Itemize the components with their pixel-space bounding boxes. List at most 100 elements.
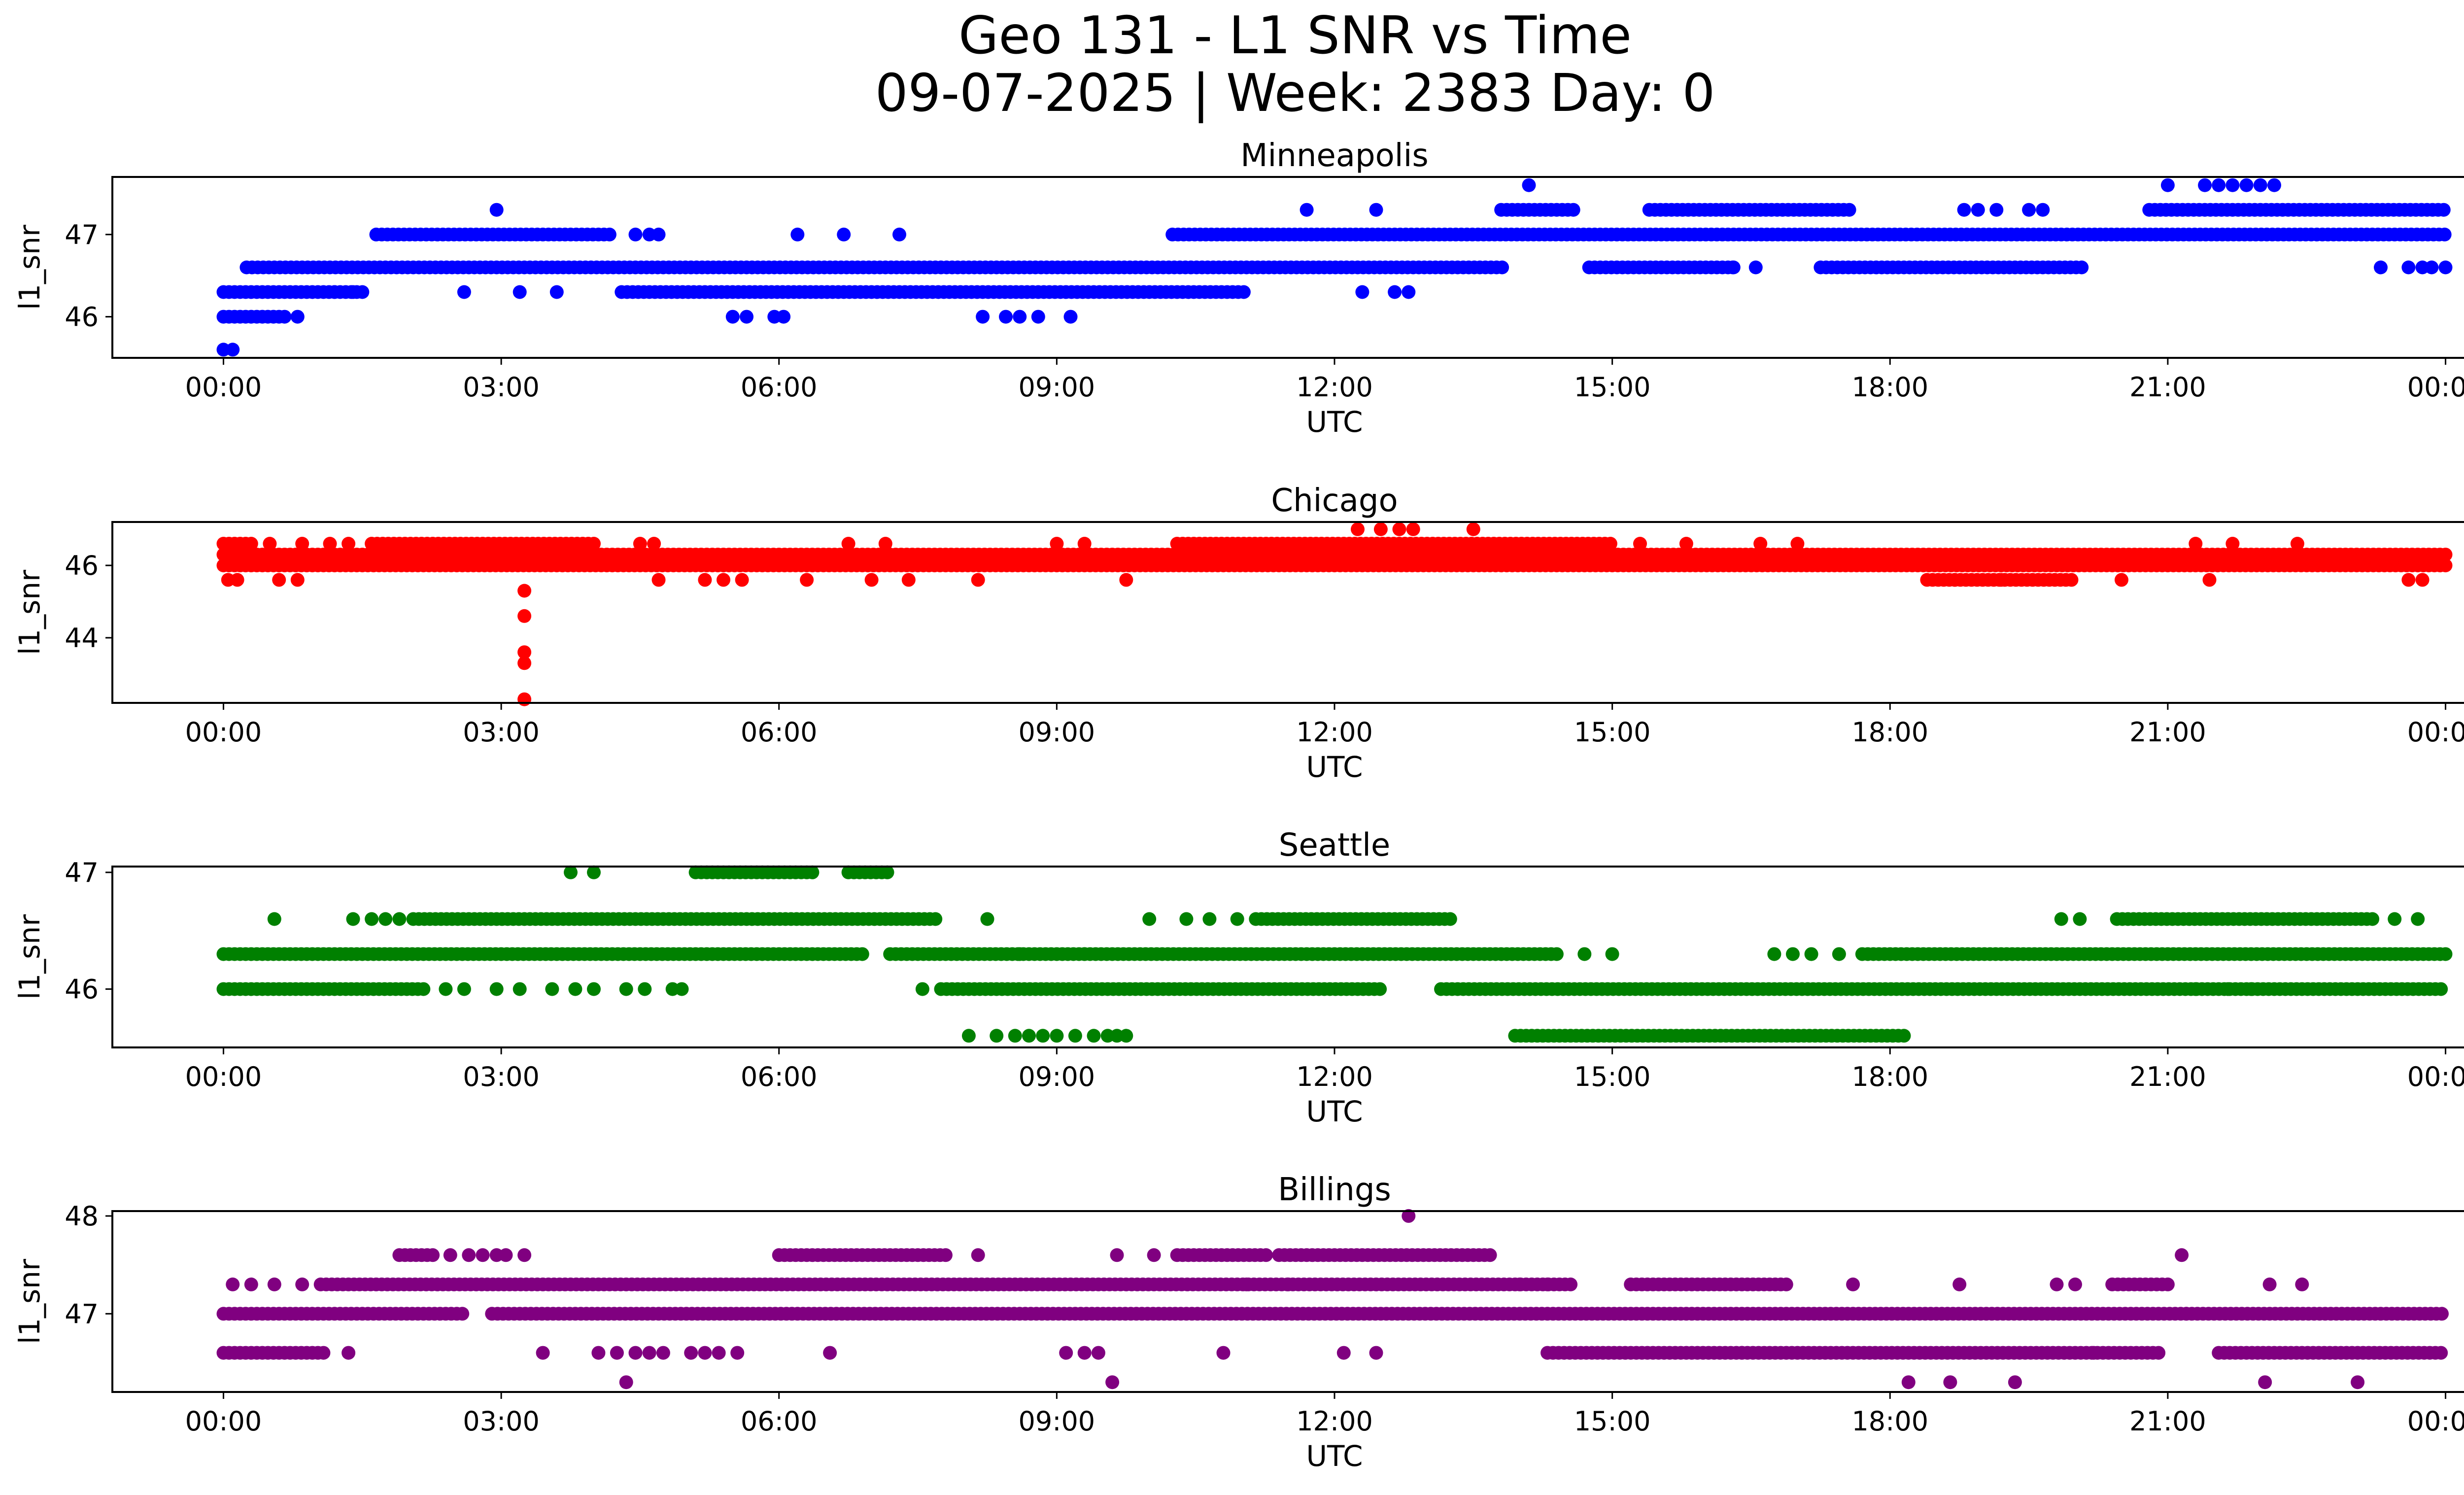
x-tick-label: 21:00 — [2129, 717, 2206, 748]
data-point — [2434, 1346, 2448, 1360]
data-point — [740, 310, 753, 324]
chicago-series — [216, 522, 2453, 706]
data-point — [323, 537, 337, 551]
x-tick-label: 18:00 — [1851, 1061, 1928, 1092]
subplot-panels: Minneapolis 00:00 03:00 06:00 09:00 12:00 15:0… — [13, 138, 2464, 1473]
chicago-x-axis-label: UTC — [1306, 750, 1363, 784]
data-point — [730, 1346, 745, 1360]
data-point — [642, 1346, 656, 1360]
data-point — [1402, 285, 1416, 299]
data-point — [1495, 260, 1509, 275]
data-point — [1355, 285, 1369, 299]
x-tick-label: 15:00 — [1574, 1406, 1651, 1437]
data-point — [1402, 1209, 1416, 1223]
data-point — [2036, 203, 2050, 217]
data-point — [1897, 1029, 1911, 1043]
data-point — [656, 1346, 670, 1360]
data-point — [2022, 203, 2036, 217]
x-tick-label: 12:00 — [1296, 372, 1373, 403]
data-point — [2115, 573, 2128, 587]
y-tick-label: 46 — [65, 974, 99, 1005]
x-tick-label: 09:00 — [1019, 1406, 1095, 1437]
data-point — [290, 573, 305, 587]
data-point — [1336, 1346, 1351, 1360]
data-point — [2425, 260, 2439, 275]
data-point — [1050, 1029, 1064, 1043]
data-point — [1564, 1277, 1578, 1291]
data-point — [2160, 1277, 2175, 1291]
data-point — [1147, 1248, 1161, 1262]
billings-series — [216, 1209, 2449, 1390]
data-point — [1179, 912, 1194, 926]
data-point — [1142, 912, 1157, 926]
data-point — [1050, 537, 1064, 551]
data-point — [1202, 912, 1217, 926]
data-point — [499, 1248, 513, 1262]
data-point — [2244, 982, 2258, 996]
data-point — [619, 1375, 633, 1390]
data-point — [633, 537, 647, 551]
data-point — [1540, 1277, 1555, 1291]
data-point — [2438, 558, 2453, 573]
data-point — [2415, 573, 2430, 587]
data-point — [2434, 982, 2448, 996]
data-point — [517, 584, 532, 598]
data-point — [1031, 310, 1045, 324]
x-tick-label: 06:00 — [741, 1406, 818, 1437]
data-point — [2436, 203, 2451, 217]
data-point — [1105, 1375, 1120, 1390]
data-point — [2295, 1277, 2309, 1291]
data-point — [517, 645, 532, 660]
data-point — [684, 1346, 698, 1360]
x-tick-label: 12:00 — [1296, 1061, 1373, 1092]
data-point — [1216, 1346, 1231, 1360]
data-point — [2388, 912, 2402, 926]
chicago-y-axis-label: l1_snr — [13, 570, 46, 655]
data-point — [1013, 310, 1027, 324]
data-point — [1603, 537, 1617, 551]
figure-title-line2: 09-07-2025 | Week: 2383 Day: 0 — [875, 63, 1715, 124]
data-point — [971, 573, 985, 587]
x-tick-label: 00:00 — [2407, 717, 2464, 748]
data-point — [1483, 1248, 1497, 1262]
data-point — [1901, 1375, 1916, 1390]
data-point — [1971, 203, 1985, 217]
data-point — [2008, 1375, 2022, 1390]
data-point — [2374, 260, 2388, 275]
data-point — [2225, 537, 2240, 551]
data-point — [1948, 573, 1962, 587]
data-point — [1077, 537, 1092, 551]
data-point — [1846, 1277, 1860, 1291]
data-point — [1633, 537, 1647, 551]
data-point — [2225, 178, 2240, 192]
data-point — [568, 982, 582, 996]
y-tick-label: 47 — [65, 1298, 99, 1329]
data-point — [2262, 1277, 2277, 1291]
x-tick-label: 03:00 — [463, 1406, 540, 1437]
minneapolis-x-axis-label: UTC — [1306, 405, 1363, 439]
data-point — [290, 310, 305, 324]
x-tick-label: 21:00 — [2129, 372, 2206, 403]
data-point — [1259, 1248, 1273, 1262]
data-point — [1790, 537, 1805, 551]
data-point — [1373, 522, 1388, 536]
data-point — [1087, 1029, 1101, 1043]
data-point — [628, 1346, 643, 1360]
data-point — [1022, 1029, 1036, 1043]
data-point — [1842, 203, 1856, 217]
data-point — [2179, 1307, 2193, 1321]
seattle-panel-title: Seattle — [1279, 827, 1391, 864]
data-point — [805, 865, 820, 879]
data-point — [2437, 227, 2452, 242]
data-point — [1735, 1346, 1749, 1360]
data-point — [517, 692, 532, 706]
data-point — [489, 982, 504, 996]
data-point — [1679, 537, 1693, 551]
data-point — [928, 912, 943, 926]
figure-title-line1: Geo 131 - L1 SNR vs Time — [958, 5, 1632, 66]
data-point — [1110, 1248, 1124, 1262]
data-point — [1236, 285, 1251, 299]
data-point — [1605, 947, 1619, 961]
data-point — [1013, 947, 1027, 961]
